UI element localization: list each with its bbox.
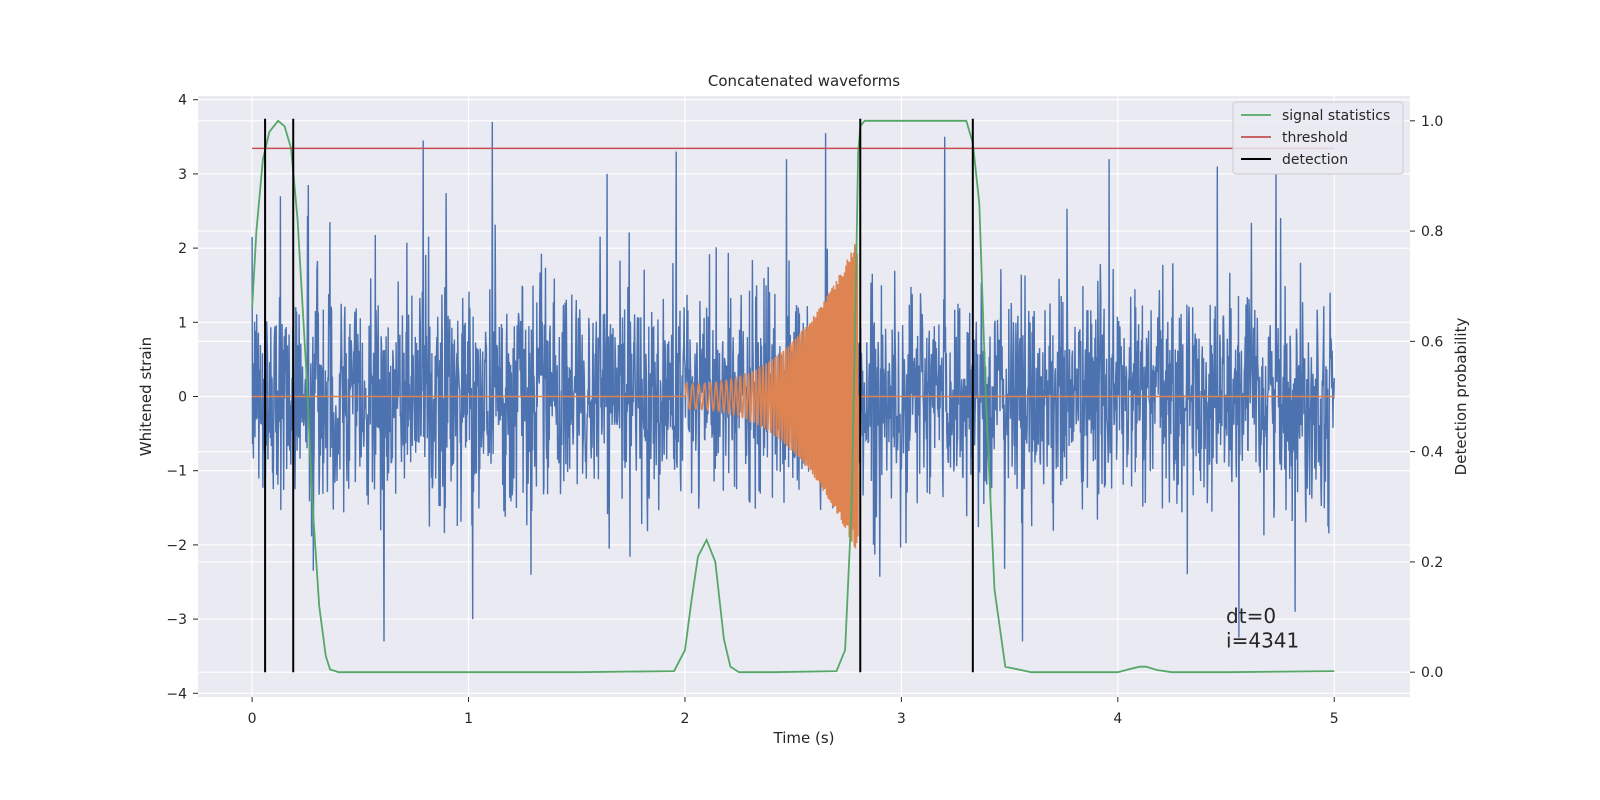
y-tick-label: −3 bbox=[166, 612, 187, 628]
y-tick-label: −4 bbox=[166, 686, 187, 702]
y-tick-label: 4 bbox=[178, 93, 187, 109]
annotation-index: i=4341 bbox=[1226, 628, 1299, 652]
y2-tick-label: 0.4 bbox=[1421, 445, 1443, 461]
y-tick-label: −2 bbox=[166, 538, 187, 554]
series-detection-lines bbox=[264, 118, 974, 673]
y2-axis-label: Detection probability bbox=[1452, 318, 1470, 476]
y-tick-label: 3 bbox=[178, 167, 187, 183]
legend-label: threshold bbox=[1282, 130, 1348, 146]
x-axis-label: Time (s) bbox=[773, 729, 835, 747]
x-tick-label: 4 bbox=[1113, 711, 1122, 727]
y-tick-label: 0 bbox=[178, 390, 187, 406]
series-template-line bbox=[252, 244, 1335, 549]
y2-tick-label: 0.8 bbox=[1421, 224, 1443, 240]
chart-title: Concatenated waveforms bbox=[708, 72, 900, 90]
y2-tick-label: 0.2 bbox=[1421, 555, 1443, 571]
annotation-dt: dt=0 bbox=[1226, 604, 1276, 628]
x-tick-label: 0 bbox=[248, 711, 257, 727]
y2-axis-ticks: 0.0 0.2 0.4 0.6 0.8 1.0 bbox=[1410, 114, 1443, 681]
legend-label: detection bbox=[1282, 152, 1348, 168]
x-tick-label: 1 bbox=[464, 711, 473, 727]
y2-tick-label: 0.0 bbox=[1421, 665, 1443, 681]
legend-label: signal statistics bbox=[1282, 108, 1390, 124]
y-tick-label: −1 bbox=[166, 464, 187, 480]
plot-area bbox=[251, 118, 1335, 674]
x-tick-label: 2 bbox=[681, 711, 690, 727]
y2-tick-label: 1.0 bbox=[1421, 114, 1443, 130]
y-tick-label: 1 bbox=[178, 315, 187, 331]
y-axis-ticks: −4 −3 −2 −1 0 1 2 3 4 bbox=[166, 93, 198, 702]
y-tick-label: 2 bbox=[178, 241, 187, 257]
series-signal-statistics-line bbox=[251, 119, 1335, 674]
y2-tick-label: 0.6 bbox=[1421, 334, 1443, 350]
x-tick-label: 3 bbox=[897, 711, 906, 727]
legend: signal statistics threshold detection bbox=[1232, 101, 1404, 175]
x-axis-ticks: 0 1 2 3 4 5 bbox=[248, 697, 1339, 727]
y-axis-label: Whitened strain bbox=[137, 337, 155, 456]
legend-box bbox=[1232, 101, 1404, 175]
x-tick-label: 5 bbox=[1330, 711, 1339, 727]
